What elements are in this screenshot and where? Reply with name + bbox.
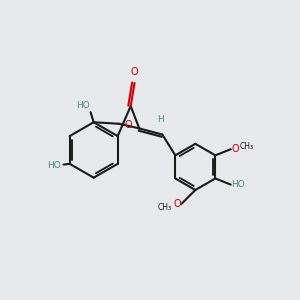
Text: O: O bbox=[232, 144, 239, 154]
Text: HO: HO bbox=[232, 180, 245, 189]
Text: O: O bbox=[124, 120, 132, 130]
Text: O: O bbox=[173, 199, 181, 209]
Text: CH₃: CH₃ bbox=[158, 203, 172, 212]
Text: O: O bbox=[131, 67, 138, 77]
Text: HO: HO bbox=[76, 101, 90, 110]
Text: CH₃: CH₃ bbox=[239, 142, 253, 152]
Text: HO: HO bbox=[47, 161, 60, 170]
Text: H: H bbox=[157, 115, 164, 124]
